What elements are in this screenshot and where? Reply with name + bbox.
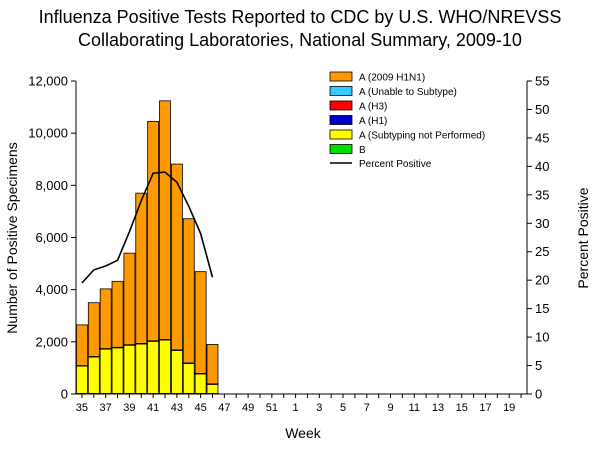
x-tick-label: 15 [456,402,468,414]
y2-tick-label: 45 [535,130,549,145]
legend-swatch [329,144,353,154]
legend-label: A (Unable to Subtype) [359,87,457,98]
y-tick-label: 0 [61,387,68,402]
bar-segment-week-38 [111,347,124,394]
bar-segment-week-41 [147,121,160,342]
legend-swatch [329,129,353,140]
bar-segment-week-37 [99,288,112,350]
chart-title-line-2: Collaborating Laboratories, National Sum… [78,30,522,50]
bar-segment-week-43 [170,350,183,394]
x-tick-label: 13 [432,402,444,414]
bar-segment-week-44 [182,218,195,364]
legend-swatch [329,115,353,125]
legend-label: A (H3) [359,102,387,113]
bar-segment-week-35 [76,324,88,366]
bar-segment-week-45 [194,373,207,394]
x-tick-label: 17 [479,402,491,414]
legend-swatch [329,100,353,111]
x-tick-label: 11 [409,402,420,414]
y2-axis-title: Percent Positive [575,187,591,288]
x-tick-label: 3 [316,402,322,414]
y2-tick-label: 20 [535,273,549,288]
x-tick-label: 5 [340,402,346,414]
x-tick-label: 1 [293,402,299,414]
x-tick-label: 51 [266,402,278,414]
y2-tick-label: 0 [535,387,542,402]
bar-segment-week-46 [206,344,219,385]
y2-tick-label: 30 [535,216,549,231]
bar-segment-week-36 [87,302,100,357]
y2-tick-label: 35 [535,187,549,202]
y2-tick-label: 55 [535,74,549,89]
percent-positive-line [81,171,214,284]
legend-label: A (2009 H1N1) [359,73,425,84]
y2-tick-label: 5 [535,358,542,373]
legend-swatch [329,86,353,96]
bar-segment-week-46 [206,383,219,394]
y2-tick-label: 15 [535,301,549,316]
bar-segment-week-41 [147,340,160,394]
x-tick-label: 43 [171,402,183,414]
y-tick-label: 12,000 [28,74,68,89]
y2-tick-label: 40 [535,159,549,174]
bar-segment-week-43 [170,163,183,351]
bar-segment-week-42 [159,339,171,394]
legend-label: B [359,145,366,156]
y-axis-title: Number of Positive Specimens [4,142,20,333]
x-tick-label: 35 [76,402,88,414]
legend-label: Percent Positive [359,159,432,170]
y2-tick-label: 10 [535,330,549,345]
legend-swatch [329,71,353,82]
bar-segment-week-44 [182,363,195,394]
x-tick-label: 19 [503,402,515,414]
x-tick-label: 9 [387,402,393,414]
y2-tick-label: 50 [535,102,549,117]
x-tick-label: 39 [123,402,135,414]
bar-segment-week-35 [76,365,88,394]
bar-segment-week-36 [87,356,100,394]
x-tick-label: 49 [242,402,254,414]
bar-segment-week-40 [135,343,148,394]
x-tick-label: 45 [194,402,206,414]
legend-label: A (H1) [359,116,387,127]
x-tick-label: 47 [218,402,230,414]
y-tick-label: 2,000 [35,334,68,349]
x-tick-label: 41 [147,402,159,414]
bar-segment-week-39 [123,252,136,346]
y-tick-label: 8,000 [35,178,68,193]
bar-segment-week-37 [99,348,112,394]
x-tick-label: 7 [364,402,370,414]
y-tick-label: 6,000 [35,230,68,245]
y-tick-label: 4,000 [35,282,68,297]
bar-segment-week-39 [123,344,136,394]
x-tick-label: 37 [100,402,112,414]
y2-tick-label: 25 [535,244,549,259]
x-axis-title: Week [285,425,322,441]
bar-segment-week-45 [194,271,207,374]
legend: A (2009 H1N1) A (Unable to Subtype) A (H3)… [329,71,485,170]
bar-segment-week-38 [111,280,124,348]
bar-segment-week-40 [135,192,148,344]
y-tick-label: 10,000 [28,126,68,141]
bar-segment-week-42 [159,100,171,340]
legend-label: A (Subtyping not Performed) [359,131,485,142]
chart-title-line-1: Influenza Positive Tests Reported to CDC… [39,7,562,27]
